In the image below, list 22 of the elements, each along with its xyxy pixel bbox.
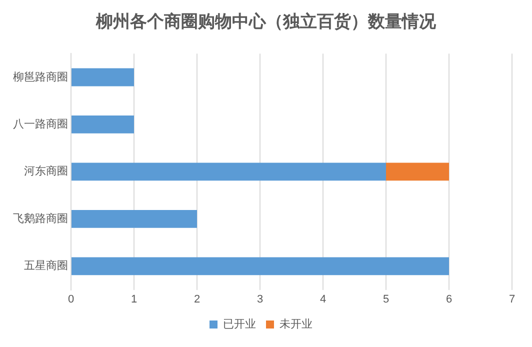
y-tick-label: 八一路商圈 — [13, 117, 68, 130]
x-tick-label: 6 — [446, 293, 452, 306]
chart-title: 柳州各个商圈购物中心（独立百货）数量情况 — [94, 11, 437, 34]
bar — [386, 162, 449, 181]
x-tick-label: 5 — [382, 293, 390, 306]
y-tick-label: 柳邕路商圈 — [13, 70, 68, 84]
y-tick-label: 河东商圈 — [24, 164, 68, 178]
bar — [72, 210, 197, 228]
y-tick-label: 五星商圈 — [24, 259, 68, 272]
x-tick-label: 2 — [194, 293, 200, 306]
bar — [72, 68, 134, 86]
bar — [72, 162, 386, 181]
bar — [72, 115, 134, 134]
x-tick-label: 7 — [508, 293, 516, 306]
x-tick-label: 1 — [130, 293, 138, 306]
x-tick-label: 4 — [320, 293, 326, 306]
x-tick-label: 0 — [68, 293, 74, 306]
x-tick-label: 3 — [256, 293, 264, 306]
legend-label: 未开业 — [280, 318, 312, 331]
y-tick-label: 飞鹅路商圈 — [13, 212, 68, 225]
bar — [72, 257, 449, 276]
legend-label: 已开业 — [223, 318, 256, 331]
